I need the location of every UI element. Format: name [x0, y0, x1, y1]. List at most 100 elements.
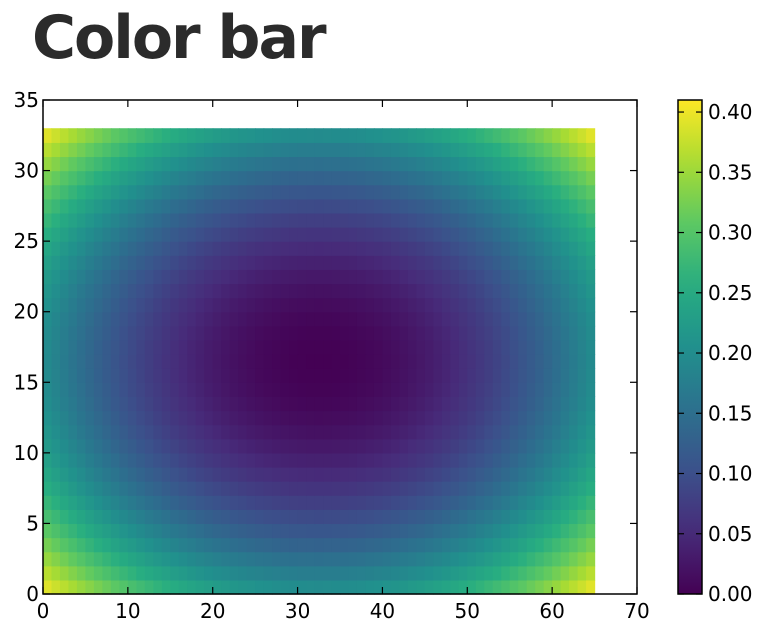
heatmap-cell	[467, 297, 477, 313]
heatmap-cell	[484, 339, 494, 355]
heatmap-cell	[484, 198, 494, 214]
heatmap-cell	[204, 311, 214, 327]
heatmap-cell	[119, 523, 129, 539]
heatmap-cell	[59, 509, 70, 525]
heatmap-cell	[93, 297, 103, 313]
heatmap-cell	[560, 184, 570, 200]
heatmap-cell	[441, 198, 451, 214]
heatmap-cell	[51, 523, 61, 539]
heatmap-cell	[297, 311, 307, 327]
heatmap-cell	[76, 311, 87, 327]
heatmap-cell	[407, 156, 417, 172]
heatmap-cell	[484, 424, 494, 440]
heatmap-cell	[399, 424, 409, 440]
heatmap-cell	[552, 128, 562, 143]
heatmap-cell	[416, 227, 426, 242]
heatmap-cell	[289, 368, 299, 383]
heatmap-cell	[255, 241, 265, 256]
heatmap-cell	[560, 354, 570, 369]
heatmap-cell	[356, 255, 367, 270]
heatmap-cell	[441, 339, 451, 355]
heatmap-cell	[560, 551, 570, 567]
heatmap-cell	[221, 509, 231, 525]
heatmap-cell	[509, 452, 519, 468]
heatmap-cell	[518, 495, 528, 510]
heatmap-cell	[153, 212, 163, 228]
heatmap-cell	[560, 297, 570, 313]
heatmap-cell	[246, 170, 256, 186]
heatmap-cell	[348, 565, 358, 581]
heatmap-cell	[340, 382, 350, 397]
heatmap-cell	[501, 424, 511, 440]
heatmap-cell	[484, 212, 494, 228]
heatmap-cell	[569, 509, 579, 525]
heatmap-cell	[526, 424, 536, 440]
heatmap-cell	[475, 227, 485, 242]
heatmap-cell	[382, 565, 392, 581]
heatmap-cell	[161, 241, 171, 256]
heatmap-cell	[552, 424, 562, 440]
heatmap-cell	[586, 537, 596, 553]
heatmap-cell	[195, 325, 205, 341]
heatmap-cell	[492, 368, 502, 383]
heatmap-cell	[314, 410, 324, 426]
heatmap-cell	[373, 438, 384, 454]
heatmap-cell	[204, 269, 214, 285]
heatmap-cell	[382, 297, 392, 313]
heatmap-cell	[59, 142, 70, 158]
heatmap-cell	[340, 410, 350, 426]
heatmap-cell	[212, 424, 222, 440]
heatmap-cell	[458, 156, 468, 172]
heatmap-cell	[153, 509, 163, 525]
heatmap-cell	[577, 523, 587, 539]
heatmap-cell	[85, 523, 95, 539]
heatmap-cell	[509, 551, 519, 567]
heatmap-cell	[289, 198, 299, 214]
heatmap-cell	[323, 565, 333, 581]
heatmap-cell	[356, 142, 367, 158]
heatmap-cell	[458, 198, 468, 214]
heatmap-cell	[348, 452, 358, 468]
heatmap-cell	[552, 354, 562, 369]
heatmap-cell	[356, 368, 367, 383]
heatmap-cell	[526, 565, 536, 581]
heatmap-cell	[373, 537, 384, 553]
heatmap-cell	[399, 142, 409, 158]
heatmap-cell	[458, 297, 468, 313]
heatmap-cell	[68, 424, 78, 440]
heatmap-cell	[560, 142, 570, 158]
heatmap-cell	[509, 128, 519, 143]
heatmap-cell	[85, 452, 95, 468]
heatmap-cell	[187, 297, 197, 313]
heatmap-cell	[195, 382, 205, 397]
heatmap-cell	[390, 424, 400, 440]
heatmap-cell	[518, 410, 528, 426]
heatmap-cell	[450, 128, 460, 143]
heatmap-cell	[543, 565, 553, 581]
heatmap-cell	[51, 565, 61, 581]
heatmap-cell	[586, 311, 596, 327]
heatmap-cell	[543, 537, 553, 553]
heatmap-cell	[170, 283, 180, 299]
heatmap-cell	[441, 325, 451, 341]
heatmap-cell	[526, 509, 536, 525]
heatmap-cell	[110, 156, 120, 172]
heatmap-cell	[416, 212, 426, 228]
heatmap-cell	[110, 227, 120, 242]
heatmap-cell	[212, 410, 222, 426]
heatmap-cell	[195, 354, 205, 369]
heatmap-cell	[331, 466, 341, 482]
heatmap-cell	[586, 198, 596, 214]
heatmap-cell	[390, 297, 400, 313]
heatmap-cell	[433, 128, 443, 143]
heatmap-cell	[560, 438, 570, 454]
heatmap-cell	[102, 368, 112, 383]
heatmap-cell	[509, 466, 519, 482]
heatmap-cell	[136, 297, 146, 313]
heatmap-cell	[76, 255, 87, 270]
heatmap-cell	[348, 170, 358, 186]
heatmap-cell	[509, 241, 519, 256]
heatmap-cell	[441, 311, 451, 327]
heatmap-cell	[51, 269, 61, 285]
heatmap-cell	[577, 579, 587, 595]
